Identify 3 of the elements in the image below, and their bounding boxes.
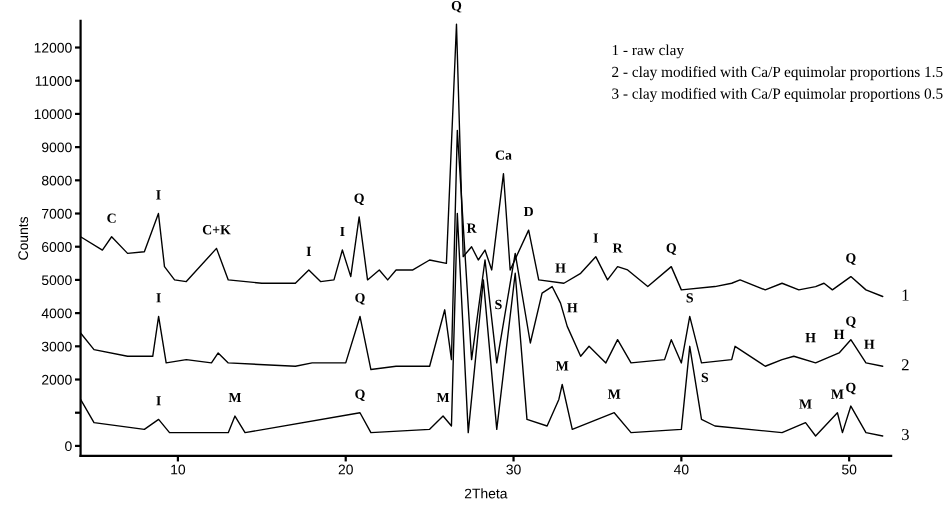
series-label: 2 [901,359,909,371]
series-label: 3 [901,428,909,441]
series-label: 1 [902,289,909,301]
